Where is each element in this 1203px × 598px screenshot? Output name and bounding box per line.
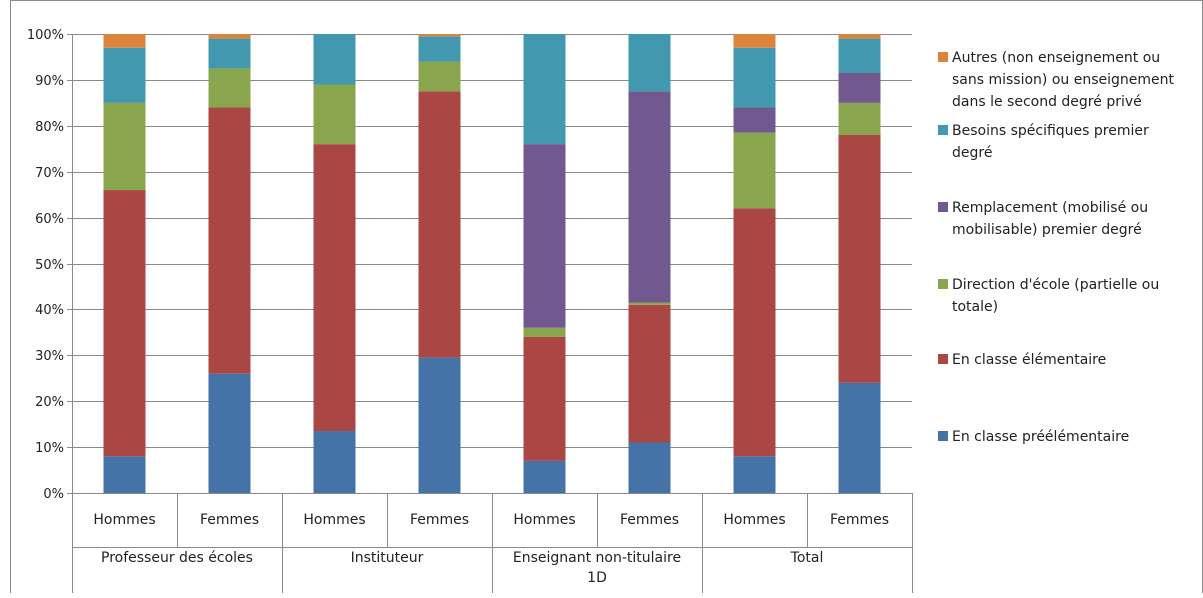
y-tick-label: 20% bbox=[35, 395, 64, 410]
chart-frame bbox=[10, 0, 1203, 598]
bar-segment bbox=[733, 34, 776, 48]
bar-segment bbox=[838, 73, 881, 103]
x-category-label: Hommes bbox=[93, 512, 155, 528]
x-category-label: Hommes bbox=[303, 512, 365, 528]
y-tick-label: 30% bbox=[35, 349, 64, 364]
legend-label: En classe élémentaire bbox=[952, 352, 1106, 368]
bar-segment bbox=[103, 190, 146, 457]
bar-segment bbox=[208, 107, 251, 374]
y-tick-label: 90% bbox=[35, 74, 64, 89]
legend-label: En classe préélémentaire bbox=[952, 429, 1129, 445]
bar-segment bbox=[628, 442, 671, 493]
bar-segment bbox=[838, 38, 881, 74]
x-group-label: 1D bbox=[587, 570, 607, 586]
bar-segment bbox=[733, 208, 776, 457]
legend-swatch bbox=[938, 202, 948, 212]
legend-label: Remplacement (mobilisé ou bbox=[952, 200, 1148, 216]
bar-segment bbox=[838, 102, 881, 135]
legend-label: dans le second degré privé bbox=[952, 94, 1142, 110]
x-group-label: Total bbox=[790, 550, 824, 566]
legend-swatch bbox=[938, 354, 948, 364]
bar-segment bbox=[103, 34, 146, 48]
bar-segment bbox=[208, 68, 251, 108]
x-category-label: Hommes bbox=[513, 512, 575, 528]
bar-segment bbox=[313, 144, 356, 432]
legend-label: sans mission) ou enseignement bbox=[952, 72, 1175, 88]
y-tick-label: 80% bbox=[35, 120, 64, 135]
bar-segment bbox=[418, 34, 461, 37]
bar-segment bbox=[733, 132, 776, 209]
bar-segment bbox=[523, 34, 566, 145]
y-tick-label: 100% bbox=[27, 28, 64, 43]
y-tick-label: 70% bbox=[35, 166, 64, 181]
bar-segment bbox=[628, 91, 671, 303]
y-tick-label: 0% bbox=[43, 487, 64, 502]
bar-segment bbox=[103, 102, 146, 191]
bar-segment bbox=[103, 456, 146, 493]
bar-segment bbox=[418, 357, 461, 493]
y-tick-label: 40% bbox=[35, 303, 64, 318]
bar-segment bbox=[733, 107, 776, 133]
legend-label: mobilisable) premier degré bbox=[952, 222, 1142, 238]
bar-segment bbox=[418, 91, 461, 358]
legend-label: Direction d'école (partielle ou bbox=[952, 277, 1159, 293]
bar-segment bbox=[313, 84, 356, 145]
bar-segment bbox=[523, 144, 566, 328]
bar-segment bbox=[838, 134, 881, 383]
bar-segment bbox=[733, 456, 776, 493]
bar-segment bbox=[628, 304, 671, 443]
y-tick-label: 10% bbox=[35, 441, 64, 456]
x-category-label: Femmes bbox=[830, 512, 889, 528]
x-category-label: Femmes bbox=[410, 512, 469, 528]
legend-swatch bbox=[938, 431, 948, 441]
legend-swatch bbox=[938, 52, 948, 62]
x-group-label: Enseignant non-titulaire bbox=[513, 550, 681, 566]
x-category-label: Femmes bbox=[620, 512, 679, 528]
bar-segment bbox=[523, 460, 566, 493]
legend-swatch bbox=[938, 125, 948, 135]
legend-label: totale) bbox=[952, 299, 998, 315]
legend-label: degré bbox=[952, 145, 992, 161]
x-group-label: Professeur des écoles bbox=[101, 550, 253, 566]
legend-label: Autres (non enseignement ou bbox=[952, 50, 1160, 66]
bar-segment bbox=[733, 47, 776, 108]
bar-segment bbox=[313, 34, 356, 85]
x-category-label: Hommes bbox=[723, 512, 785, 528]
bar-segment bbox=[628, 34, 671, 92]
bar-segment bbox=[208, 38, 251, 69]
bar-segment bbox=[628, 302, 671, 305]
bar-segment bbox=[208, 34, 251, 39]
bar-segment bbox=[523, 336, 566, 461]
bar-segment bbox=[838, 382, 881, 493]
bar-segment bbox=[418, 36, 461, 62]
legend-label: Besoins spécifiques premier bbox=[952, 123, 1149, 139]
y-tick-label: 50% bbox=[35, 258, 64, 273]
bar-segment bbox=[313, 431, 356, 493]
legend-swatch bbox=[938, 279, 948, 289]
x-group-label: Instituteur bbox=[351, 550, 424, 566]
bar-segment bbox=[208, 373, 251, 493]
bar-segment bbox=[523, 327, 566, 337]
x-category-label: Femmes bbox=[200, 512, 259, 528]
bar-segment bbox=[418, 61, 461, 92]
y-tick-label: 60% bbox=[35, 212, 64, 227]
bar-segment bbox=[838, 34, 881, 39]
bar-segment bbox=[103, 47, 146, 103]
